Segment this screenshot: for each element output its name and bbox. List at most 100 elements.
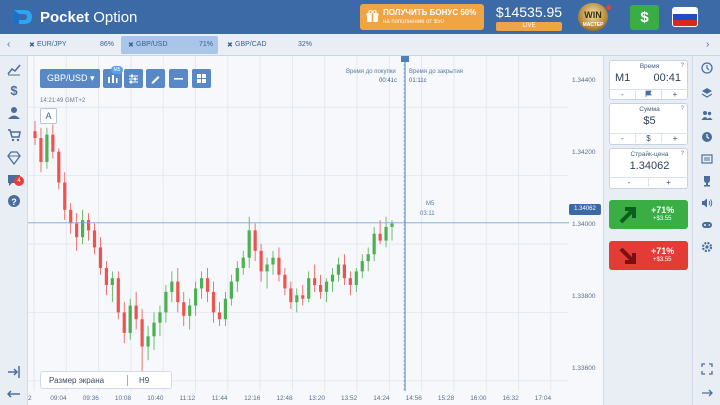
candle-body: [170, 281, 174, 292]
trophy-icon[interactable]: [701, 175, 713, 187]
candle-body: [205, 278, 210, 292]
sound-icon[interactable]: [701, 197, 713, 209]
price-chart[interactable]: GBP/USD ▾ M5 14:21:49 GMT+2 A Время до п…: [28, 56, 603, 405]
time-flag-button[interactable]: [636, 89, 662, 99]
y-tick: 1.33800: [572, 293, 596, 300]
grid-icon: [197, 74, 206, 83]
diamond-icon[interactable]: [7, 151, 21, 165]
candle-body: [277, 257, 281, 275]
tab-gbpcad[interactable]: ✖ GBP/CAD 32%: [220, 36, 317, 54]
avatar[interactable]: WIN МАСТЕР: [578, 3, 611, 31]
x-tick: 12:16: [244, 395, 261, 402]
candle-body: [241, 257, 245, 268]
x-tick: 10:40: [147, 395, 164, 402]
sell-down-button[interactable]: +71% +$3.55: [609, 241, 688, 270]
arrows-icon[interactable]: [7, 387, 21, 401]
layers-icon[interactable]: [701, 87, 713, 99]
text-tool-button[interactable]: A: [40, 108, 57, 124]
chart-icon[interactable]: [7, 62, 21, 76]
strike-minus-button[interactable]: -: [610, 177, 649, 187]
tab-eurjpy[interactable]: ✖ EUR/JPY 86%: [22, 36, 119, 54]
deposit-button[interactable]: $: [630, 5, 659, 30]
fullscreen-icon[interactable]: [701, 363, 713, 375]
help-icon[interactable]: ?: [680, 151, 684, 157]
layout-button[interactable]: [192, 69, 211, 88]
candle-body: [57, 151, 61, 183]
x-tick: 17:04: [534, 395, 552, 402]
tab-gbpusd[interactable]: ✖ GBP/USD 71%: [121, 36, 218, 54]
close-time-flag: [401, 56, 409, 62]
flag-stripe-blue: [673, 14, 697, 20]
gamepad-icon[interactable]: [701, 219, 713, 231]
candle-body: [176, 281, 180, 303]
zoom-value[interactable]: H9: [139, 376, 150, 385]
asset-selector[interactable]: GBP/USD ▾: [40, 69, 100, 88]
user-icon[interactable]: [7, 106, 21, 120]
x-tick: 09:04: [50, 395, 67, 402]
balance-display[interactable]: $14535.95 LIVE: [492, 4, 566, 31]
x-tick: 13:20: [308, 395, 325, 402]
candle-body: [158, 312, 162, 323]
time-plus-button[interactable]: +: [662, 89, 688, 99]
buy-up-button[interactable]: +71% +$3.55: [609, 200, 688, 229]
candle-body: [378, 233, 382, 241]
candle-body: [283, 274, 287, 289]
candle-body: [211, 291, 216, 313]
amount-currency-button[interactable]: $: [636, 133, 662, 143]
amount-minus-button[interactable]: -: [610, 133, 636, 143]
candle-body: [235, 267, 239, 282]
news-icon[interactable]: [701, 153, 713, 165]
logo[interactable]: Pocket Option: [12, 6, 137, 28]
help-icon[interactable]: ?: [7, 194, 21, 208]
candle-body: [63, 182, 67, 210]
users-icon[interactable]: [701, 109, 713, 121]
candle-body: [146, 336, 150, 347]
history-icon[interactable]: [701, 62, 713, 74]
time-frame[interactable]: M1: [615, 72, 631, 84]
candle-body: [372, 233, 376, 255]
bonus-button[interactable]: ПОЛУЧИТЬ БОНУС 50% на пополнение от $50: [360, 4, 484, 30]
candle-body: [39, 138, 43, 162]
candle-body: [295, 295, 299, 303]
timeframe-label: M5: [426, 201, 435, 207]
close-icon[interactable]: ✖: [29, 42, 35, 49]
strike-input[interactable]: 1.34062: [629, 160, 670, 172]
amount-plus-button[interactable]: +: [662, 133, 688, 143]
x-tick: 11:12: [179, 395, 196, 402]
y-tick: 1.34000: [572, 221, 596, 228]
candle-body: [51, 134, 55, 152]
left-sidebar: $ 4 ?: [0, 56, 28, 405]
help-icon[interactable]: ?: [680, 63, 684, 69]
right-toolbar: [692, 56, 720, 405]
language-flag[interactable]: [672, 7, 698, 27]
collapse-icon[interactable]: [701, 387, 713, 399]
time-minus-button[interactable]: -: [610, 89, 636, 99]
candle-body: [194, 288, 198, 306]
close-icon[interactable]: ✖: [227, 42, 233, 49]
time-value[interactable]: 00:41: [653, 72, 681, 84]
x-tick: 09:36: [82, 395, 99, 402]
indicators-button[interactable]: [124, 69, 143, 88]
strike-plus-button[interactable]: +: [649, 177, 688, 187]
y-tick: 1.34200: [572, 149, 596, 156]
zoom-out-button[interactable]: [169, 69, 188, 88]
candle-body: [86, 220, 91, 231]
logout-icon[interactable]: [7, 365, 21, 379]
drawing-button[interactable]: [146, 69, 165, 88]
history2-icon[interactable]: [701, 131, 713, 143]
candle-body: [110, 278, 114, 286]
tabs-next-button[interactable]: ›: [706, 39, 710, 50]
close-icon[interactable]: ✖: [128, 42, 134, 49]
amount-input[interactable]: $5: [643, 115, 656, 127]
flag-stripe-red: [673, 20, 697, 26]
tabs-prev-button[interactable]: ‹: [7, 39, 11, 50]
help-icon[interactable]: ?: [680, 106, 684, 112]
candle-body: [217, 312, 222, 320]
candlestick-chart[interactable]: [28, 56, 603, 405]
dollar-icon[interactable]: $: [7, 83, 21, 97]
zoom-control[interactable]: Размер экрана H9: [40, 371, 172, 389]
brand-light: Option: [93, 8, 138, 26]
settings-icon[interactable]: [701, 241, 713, 253]
zoom-label: Размер экрана: [49, 376, 105, 385]
cart-icon[interactable]: [7, 128, 21, 142]
